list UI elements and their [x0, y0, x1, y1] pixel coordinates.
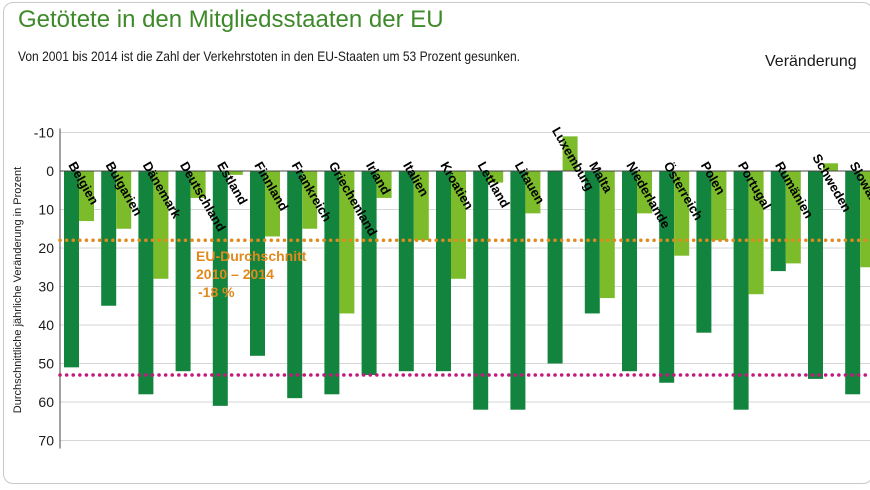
- bar-light-kroatien: [451, 171, 466, 279]
- y-tick-label: 10: [38, 202, 54, 218]
- bar-dark-belgien: [64, 171, 79, 368]
- bar-light-rumänien: [785, 171, 801, 264]
- bar-dark-kroatien: [436, 171, 451, 372]
- bar-dark-frankreich: [287, 171, 303, 399]
- bar-light-belgien: [79, 171, 94, 222]
- chart-subtitle: Von 2001 bis 2014 ist die Zahl der Verke…: [18, 48, 520, 64]
- bar-light-luxemburg: [562, 136, 578, 171]
- bar-dark-finnland: [250, 171, 265, 356]
- bar-dark-polen: [696, 171, 712, 333]
- bar-dark-niederlande: [622, 171, 637, 372]
- bar-light-schweden: [823, 163, 838, 171]
- bar-light-irland: [376, 171, 392, 198]
- legend-label: Veränderung: [765, 53, 857, 70]
- bar-light-finnland: [265, 171, 280, 237]
- bar-light-italien: [413, 171, 429, 241]
- eu-average-annotation: EU-Durchschnitt: [196, 248, 307, 264]
- bar-light-griechenland: [339, 171, 355, 314]
- bar-dark-malta: [584, 171, 600, 314]
- eu-average-annotation: 2010 – 2014: [196, 266, 274, 282]
- bar-dark-griechenland: [324, 171, 340, 395]
- bar-dark-deutschland: [175, 171, 191, 372]
- bar-dark-bulgarien: [101, 171, 117, 306]
- eu-average-annotation: -18 %: [198, 284, 235, 300]
- y-tick-label: 50: [38, 356, 54, 372]
- bar-light-österreich: [674, 171, 690, 256]
- y-tick-label: 60: [38, 394, 54, 410]
- bar-dark-italien: [398, 171, 414, 372]
- bar-dark-dänemark: [138, 171, 154, 395]
- y-tick-label: 0: [46, 163, 54, 179]
- bar-light-litauen: [525, 171, 541, 214]
- bar-dark-österreich: [659, 171, 675, 383]
- chart-title: Getötete in den Mitgliedsstaaten der EU: [18, 6, 444, 33]
- bar-light-dänemark: [153, 171, 169, 279]
- bar-dark-portugal: [733, 171, 749, 410]
- bar-light-deutschland: [190, 171, 206, 198]
- bar-light-frankreich: [302, 171, 318, 229]
- bar-dark-rumänien: [770, 171, 786, 272]
- bar-light-portugal: [748, 171, 764, 295]
- bar-dark-irland: [361, 171, 377, 376]
- bar-light-lettland: [488, 171, 504, 183]
- y-tick-label: 20: [38, 240, 54, 256]
- bar-light-slowakei: [860, 171, 870, 268]
- bar-light-bulgarien: [116, 171, 132, 229]
- y-tick-label: -10: [34, 125, 54, 141]
- y-tick-label: 40: [38, 317, 54, 333]
- bar-dark-schweden: [808, 171, 823, 379]
- bar-dark-slowakei: [845, 171, 861, 395]
- bar-light-estland: [227, 171, 243, 175]
- y-tick-label: 70: [38, 433, 54, 449]
- bar-dark-lettland: [473, 171, 489, 410]
- bar-light-polen: [711, 171, 727, 241]
- bar-dark-estland: [212, 171, 228, 406]
- y-tick-label: 30: [38, 279, 54, 295]
- bar-light-niederlande: [637, 171, 652, 214]
- bar-dark-luxemburg: [547, 171, 563, 364]
- bar-dark-litauen: [510, 171, 526, 410]
- bar-light-malta: [599, 171, 615, 299]
